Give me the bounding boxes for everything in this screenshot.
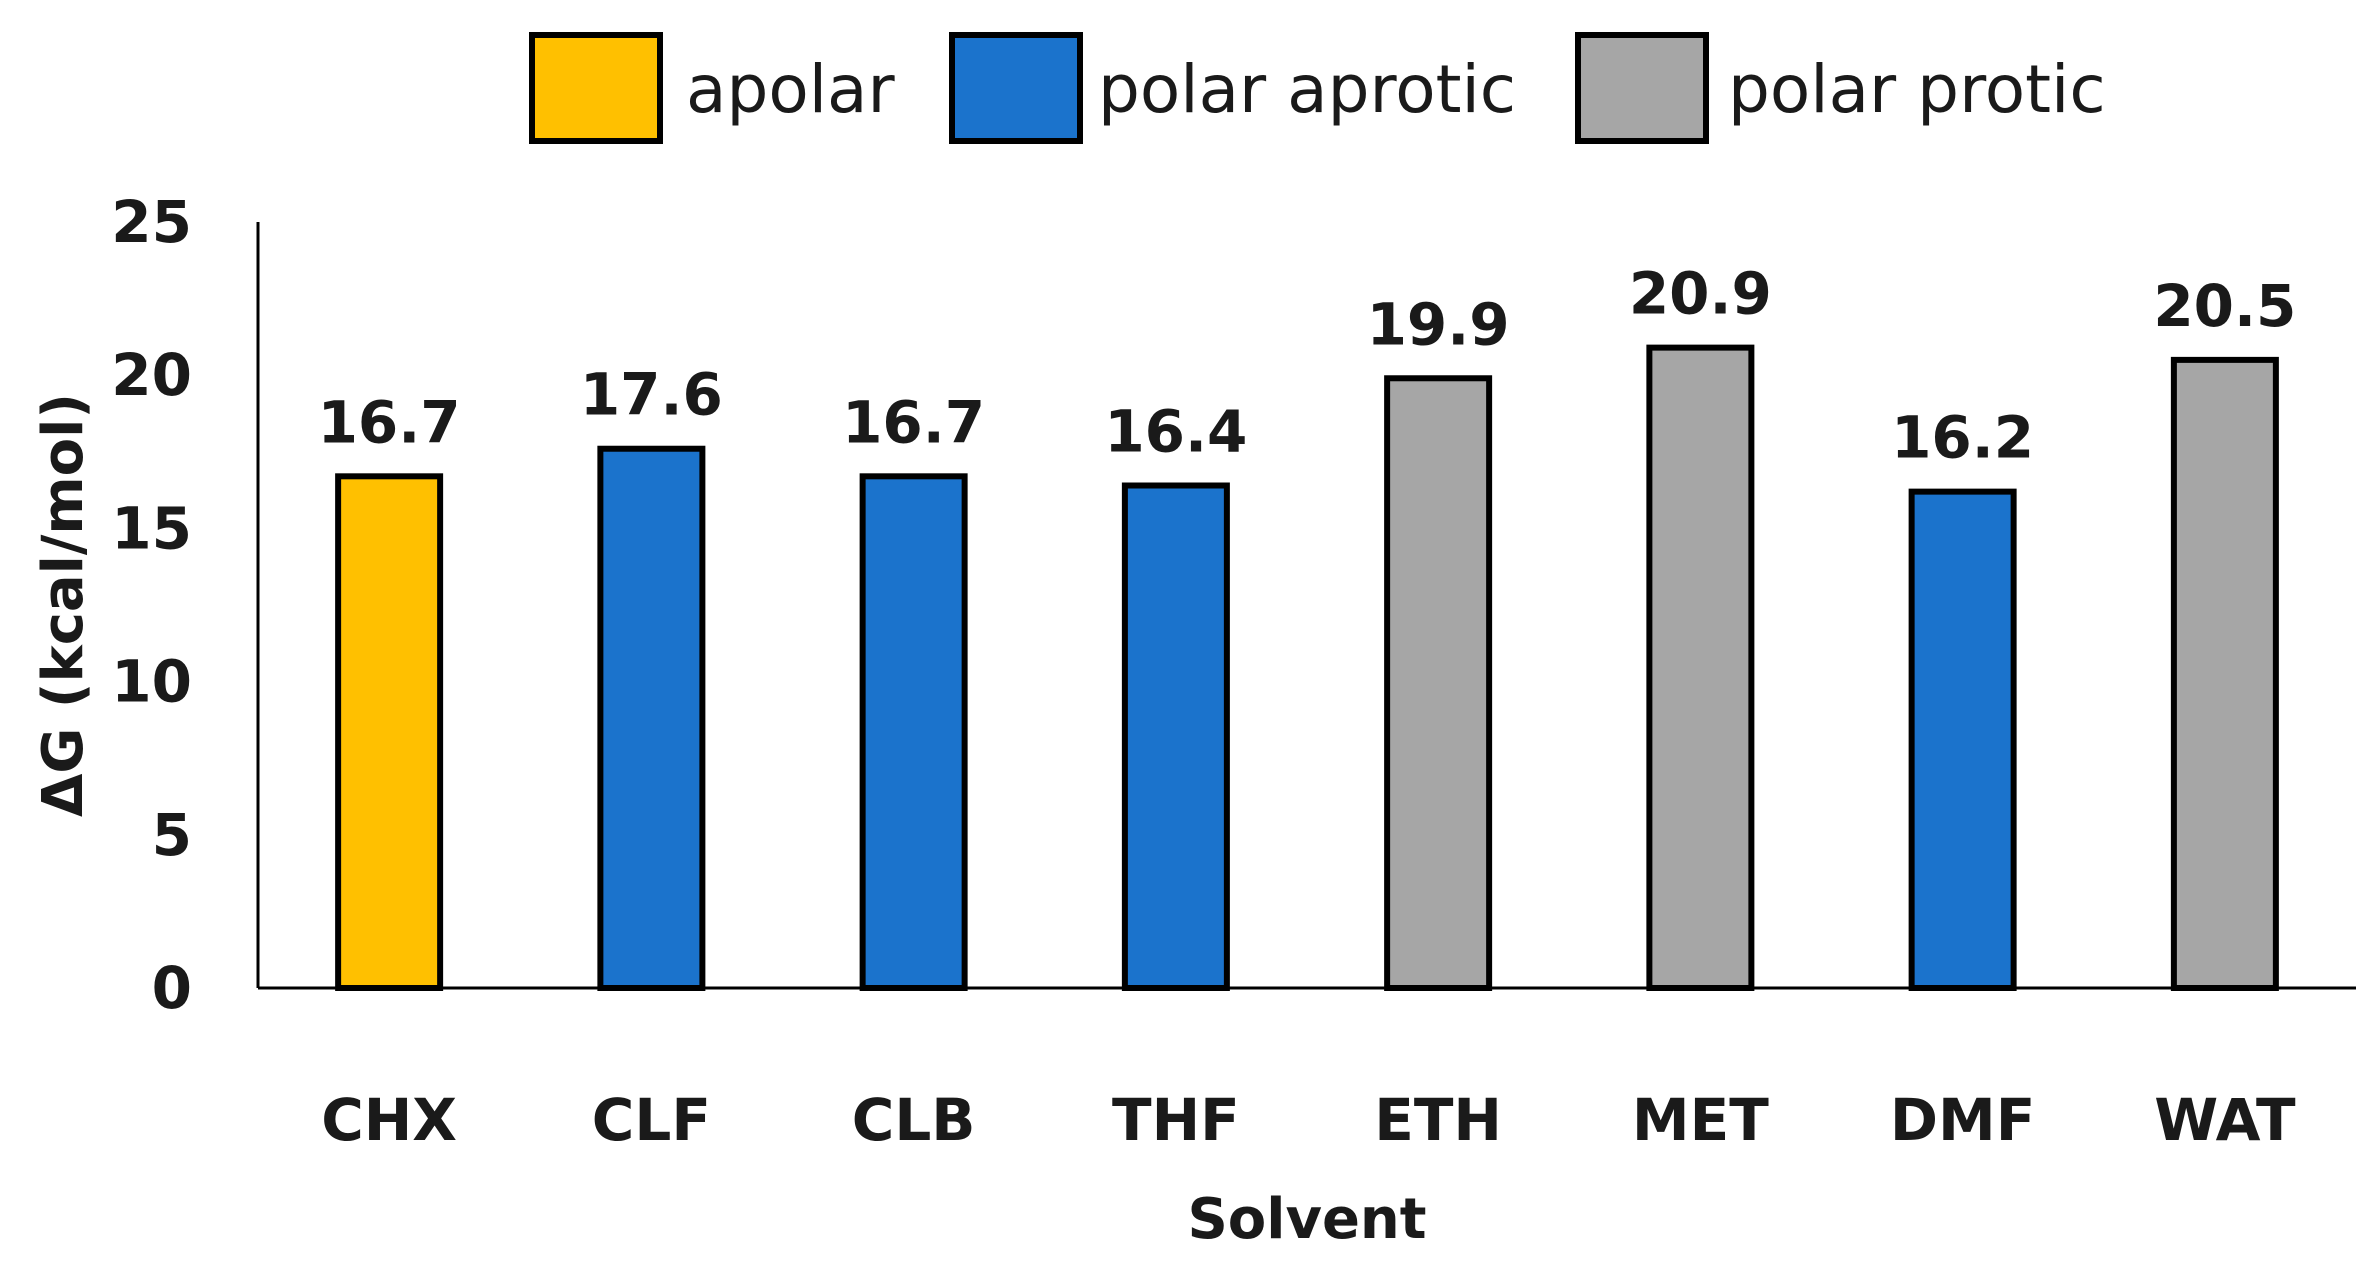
legend-label-apolar: apolar — [686, 51, 896, 128]
bar-chx — [335, 473, 444, 991]
y-tick-label: 5 — [152, 801, 192, 869]
data-label-chx: 16.7 — [318, 388, 461, 456]
data-label-eth: 19.9 — [1367, 290, 1510, 358]
x-category-label: DMF — [1890, 1086, 2035, 1154]
legend-swatch-apolar — [529, 32, 663, 144]
data-label-thf: 16.4 — [1104, 398, 1247, 466]
data-label-met: 20.9 — [1629, 260, 1772, 328]
bar-clb — [859, 473, 968, 991]
legend: apolar polar aprotic polar protic — [529, 32, 2106, 144]
data-label-dmf: 16.2 — [1891, 404, 2034, 472]
x-category-label: THF — [1112, 1086, 1240, 1154]
x-category-label: CLB — [852, 1086, 976, 1154]
y-tick-label: 25 — [111, 188, 192, 256]
x-axis-categories: CHX CLF CLB THF ETH MET DMF WAT — [321, 1086, 2296, 1154]
y-tick-label: 10 — [111, 648, 192, 716]
y-axis-title: ΔG (kcal/mol) — [31, 393, 96, 817]
legend-swatch-polar-protic — [1575, 32, 1709, 144]
data-label-clb: 16.7 — [842, 388, 985, 456]
legend-label-polar-aprotic: polar aprotic — [1098, 51, 1516, 128]
legend-swatch-polar-aprotic — [949, 32, 1083, 144]
x-category-label: ETH — [1374, 1086, 1502, 1154]
data-label-wat: 20.5 — [2153, 272, 2296, 340]
y-tick-label: 15 — [111, 494, 192, 562]
x-category-label: CHX — [321, 1086, 457, 1154]
bar-wat — [2170, 356, 2279, 991]
x-axis-title: Solvent — [1187, 1187, 1426, 1252]
y-axis-ticks: 0 5 10 15 20 25 — [111, 188, 192, 1022]
x-category-label: CLF — [592, 1086, 711, 1154]
x-category-label: WAT — [2154, 1086, 2296, 1154]
bar-dmf — [1908, 488, 2017, 991]
y-tick-label: 0 — [152, 954, 192, 1022]
x-category-label: MET — [1632, 1086, 1769, 1154]
y-tick-label: 20 — [111, 341, 192, 409]
bar-thf — [1121, 482, 1230, 991]
bar-clf — [597, 445, 706, 991]
data-labels: 16.7 17.6 16.7 16.4 19.9 20.9 16.2 20.5 — [318, 260, 2297, 472]
data-label-clf: 17.6 — [580, 361, 723, 429]
bars — [335, 344, 2279, 992]
bar-met — [1646, 344, 1755, 991]
legend-label-polar-protic: polar protic — [1728, 51, 2106, 128]
bar-eth — [1384, 375, 1493, 992]
